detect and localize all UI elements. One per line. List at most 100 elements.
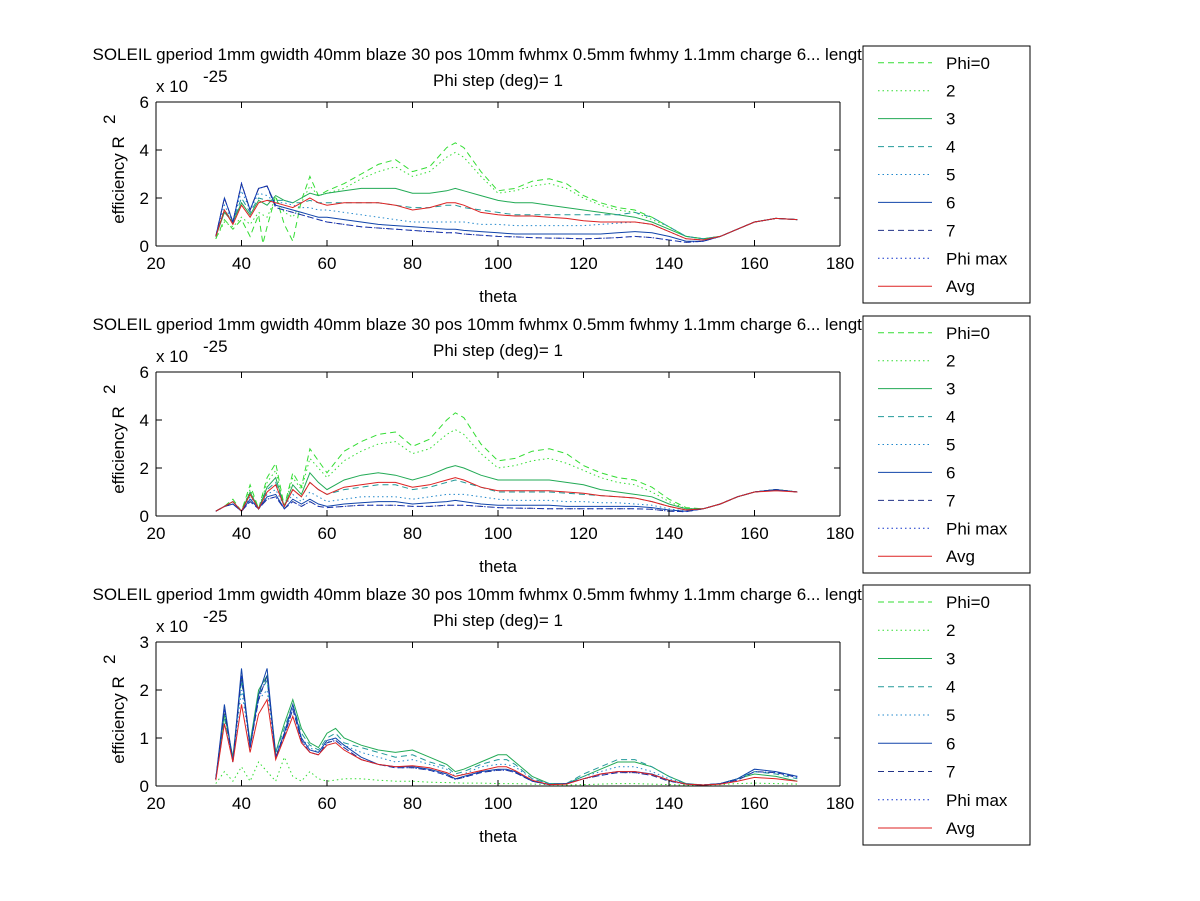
x-tick-label: 180 [826,794,854,813]
legend-label: 6 [946,193,955,212]
x-tick-label: 40 [232,254,251,273]
legend-label: 2 [946,621,955,640]
x-tick-label: 180 [826,254,854,273]
legend-label: Phi max [946,519,1008,538]
legend-entry: Avg [878,819,975,838]
y-axis-exponent: -25 [203,67,228,86]
legend-entry: Avg [878,547,975,566]
x-axis-label: theta [479,557,517,576]
series-line-5 [215,488,798,512]
legend-label: Avg [946,819,975,838]
y-tick-label: 2 [140,189,149,208]
legend-entry: 3 [878,649,955,668]
y-axis-label: efficiency R 2 [100,115,128,224]
series-line-avg [215,477,798,513]
legend-label: 7 [946,763,955,782]
y-axis-label-text: efficiency R [109,136,128,224]
series-line-4 [215,196,798,240]
legend-label: 3 [946,110,955,129]
x-tick-label: 20 [147,524,166,543]
x-tick-label: 20 [147,254,166,273]
y-tick-label: 1 [140,729,149,748]
series-line-phi-max [215,675,798,786]
y-tick-label: 2 [140,459,149,478]
x-tick-label: 100 [484,524,512,543]
legend-entry: 7 [878,221,955,240]
legend-label: 7 [946,491,955,510]
legend-label: 3 [946,380,955,399]
legend-entry: 4 [878,408,955,427]
legend-label: 6 [946,463,955,482]
x-tick-label: 120 [569,524,597,543]
legend-label: Phi max [946,249,1008,268]
legend-entry: Phi max [878,791,1008,810]
x-tick-label: 160 [740,794,768,813]
legend: Phi=0 2 3 4 5 6 7 Phi max Avg [862,45,1031,304]
legend-label: Phi max [946,791,1008,810]
legend-label: 4 [946,138,955,157]
x-tick-label: 120 [569,254,597,273]
legend-entry: 4 [878,678,955,697]
legend-entry: 7 [878,763,955,782]
y-tick-label: 3 [140,633,149,652]
legend-box [862,584,1031,846]
legend-entry: 3 [878,110,955,129]
series-line-7 [215,489,798,513]
legend: Phi=0 2 3 4 5 6 7 Phi max Avg [862,315,1031,574]
x-tick-label: 100 [484,794,512,813]
x-tick-label: 100 [484,254,512,273]
chart-title: SOLEIL gperiod 1mm gwidth 40mm blaze 30 … [93,315,904,334]
legend-entry: 2 [878,621,955,640]
legend-entry: 5 [878,166,955,185]
x-tick-label: 80 [403,794,422,813]
x-tick-label: 160 [740,254,768,273]
legend-label: 7 [946,221,955,240]
x-axis-label: theta [479,827,517,846]
legend-box [862,315,1031,574]
legend-label: 5 [946,706,955,725]
y-tick-label: 6 [140,363,149,382]
x-tick-label: 140 [655,524,683,543]
chart-panel-3: 20 40 60 80 100 120 140 160 180 0 1 2 3 x 10 -25 SOLEIL… [93,584,1031,846]
x-tick-label: 60 [318,524,337,543]
x-tick-label: 120 [569,794,597,813]
legend-label: Phi=0 [946,54,990,73]
legend-entry: 7 [878,491,955,510]
legend-label: 5 [946,436,955,455]
series-group [215,142,798,244]
legend-entry: Phi max [878,519,1008,538]
chart-subtitle: Phi step (deg)= 1 [433,71,563,90]
legend-label: 5 [946,166,955,185]
legend-label: Avg [946,277,975,296]
x-tick-label: 40 [232,794,251,813]
series-line-6 [215,489,798,512]
legend-label: Avg [946,547,975,566]
legend-label: Phi=0 [946,593,990,612]
legend-entry: 6 [878,193,955,212]
series-line-phi-0 [215,412,798,513]
chart-panel-2: 20 40 60 80 100 120 140 160 180 0 2 4 6 x 10 -25 SOLEIL… [93,315,1031,576]
x-tick-label: 20 [147,794,166,813]
legend: Phi=0 2 3 4 5 6 7 Phi max Avg [862,584,1031,846]
y-axis-exponent: -25 [203,607,228,626]
y-tick-label: 2 [140,681,149,700]
legend-entry: Phi max [878,249,1008,268]
legend-label: 2 [946,82,955,101]
legend-box [862,45,1031,304]
x-tick-label: 80 [403,254,422,273]
plot-area [156,102,840,246]
series-line-5 [215,688,798,786]
y-axis-label: efficiency R 2 [100,655,128,764]
y-tick-label: 4 [140,141,149,160]
legend-label: 6 [946,734,955,753]
legend-entry: 6 [878,463,955,482]
series-line-3 [215,465,798,513]
chart-subtitle: Phi step (deg)= 1 [433,341,563,360]
legend-entry: Phi=0 [878,593,990,612]
legend-entry: Phi=0 [878,54,990,73]
series-line-avg [215,698,798,786]
series-line-2 [215,755,798,786]
y-axis-multiplier: x 10 [156,77,188,96]
y-axis-label-text: efficiency R [109,676,128,764]
